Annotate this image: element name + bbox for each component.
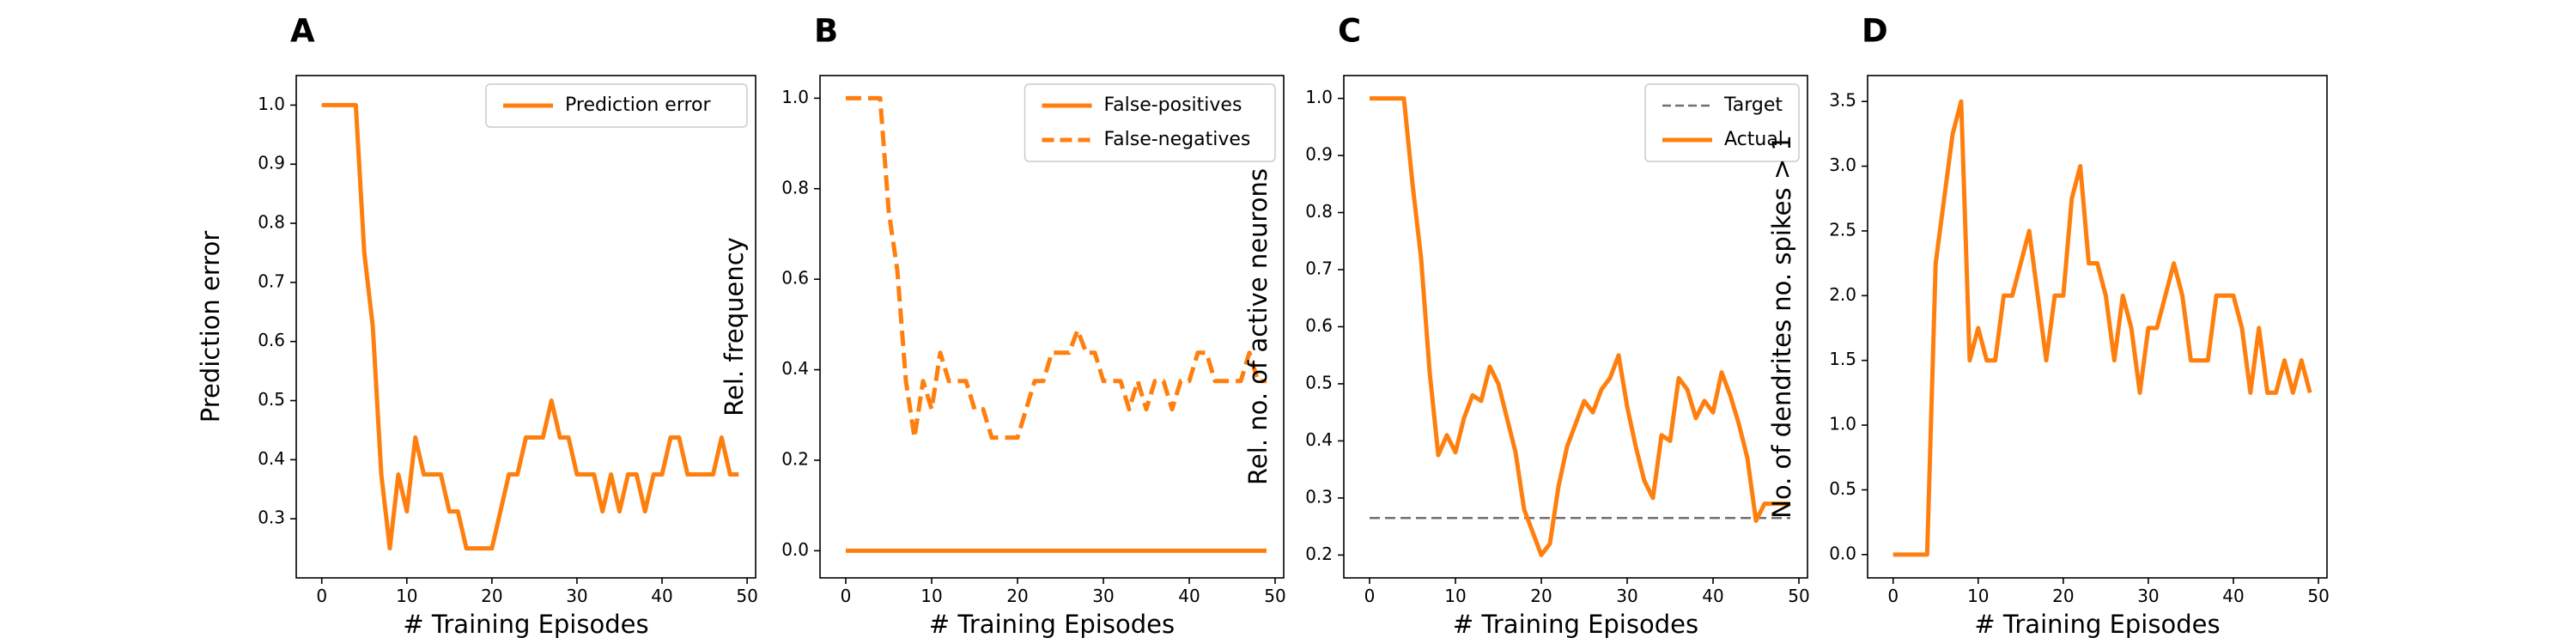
x-tick-label: 30 [1092,586,1114,606]
y-tick-label: 0.8 [781,177,809,197]
x-tick-label: 40 [1178,586,1200,606]
y-tick-label: 0.3 [1305,486,1333,507]
panel-letter: C [1338,13,1361,50]
y-axis-label: Prediction error [196,231,225,423]
legend-label: Actual [1724,129,1783,150]
x-tick-label: 0 [1887,586,1899,606]
y-tick-label: 0.8 [258,212,285,233]
y-tick-label: 1.5 [1829,349,1856,369]
series-line-actual [1370,96,1790,557]
chart-panel-c: C 0 10 20 30 40 50 0.2 0.3 0.4 0.5 0.6 0.7 0.8 0.9 1.0 #… [1243,13,1810,640]
x-tick-label: 0 [841,586,852,606]
x-tick-label: 0 [316,586,327,606]
x-axis-label: # Training Episodes [403,610,648,639]
legend-label: False-negatives [1104,129,1251,150]
y-tick-label: 0.2 [1305,544,1333,564]
legend-label: Prediction error [565,94,711,116]
x-tick-label: 40 [2222,586,2244,606]
x-tick-label: 20 [1530,586,1552,606]
y-tick-label: 0.8 [1305,201,1333,222]
y-tick-label: 0.9 [258,153,285,173]
legend-box [485,83,748,128]
y-tick-label: 2.0 [1829,284,1856,305]
x-axis-label: # Training Episodes [929,610,1175,639]
legend-label: Target [1723,94,1783,116]
x-tick-label: 40 [651,586,672,606]
legend: Target Actual [1644,83,1800,162]
x-tick-label: 20 [1006,586,1028,606]
x-tick-label: 0 [1364,586,1376,606]
x-axis-label: # Training Episodes [1974,610,2220,639]
x-tick-label: 50 [1264,586,1285,606]
y-tick-label: 2.5 [1829,219,1856,240]
chart-panel-d: D 0 10 20 30 40 50 0.0 0.5 1.0 1.5 2.0 2.5 3.0 3.5 # Tr… [1767,13,2330,640]
y-tick-label: 0.9 [1305,144,1333,165]
y-tick-label: 0.2 [781,448,809,469]
y-tick-label: 0.0 [781,539,809,560]
axes-frame [295,75,756,579]
y-axis-label: No. of dendrites no. spikes > 1 [1767,135,1796,519]
panel-letter: D [1862,13,1888,50]
y-tick-label: 1.0 [1305,87,1333,107]
y-tick-label: 0.5 [1829,478,1856,499]
y-tick-label: 0.4 [258,448,285,469]
x-tick-label: 50 [1788,586,1809,606]
x-tick-label: 10 [1967,586,1989,606]
x-tick-label: 10 [1444,586,1466,606]
y-axis-label: Rel. frequency [720,237,749,416]
chart-panel-a: A 0 10 20 30 40 50 0.3 0.4 0.5 0.6 0.7 0.8 0.9 1.0 # Tr… [196,13,758,640]
y-tick-label: 0.6 [1305,315,1333,336]
y-tick-label: 1.0 [781,87,809,107]
axes-frame [1867,75,2328,579]
y-tick-label: 0.5 [258,389,285,410]
x-tick-label: 30 [566,586,587,606]
legend: False-positives False-negatives [1024,83,1276,162]
x-axis-label: # Training Episodes [1453,610,1698,639]
x-tick-label: 10 [396,586,417,606]
y-tick-label: 0.4 [781,358,809,379]
x-tick-label: 20 [481,586,502,606]
y-tick-label: 0.4 [1305,429,1333,450]
y-tick-label: 0.6 [258,330,285,350]
panel-letter: B [814,13,838,50]
y-tick-label: 0.3 [258,507,285,528]
axes-frame [819,75,1285,579]
series-line-prediction-error [321,102,739,551]
x-tick-label: 20 [2052,586,2074,606]
x-tick-label: 50 [736,586,757,606]
y-tick-label: 3.0 [1829,155,1856,175]
y-tick-label: 1.0 [258,94,285,114]
y-tick-label: 0.7 [1305,258,1333,279]
y-tick-label: 0.7 [258,270,285,291]
y-tick-label: 3.5 [1829,90,1856,111]
y-tick-label: 1.0 [1829,414,1856,434]
x-tick-label: 10 [920,586,942,606]
x-tick-label: 40 [1702,586,1723,606]
x-tick-label: 30 [1616,586,1637,606]
series-line-values [1893,99,2312,557]
legend: Prediction error [485,83,748,128]
y-axis-label: Rel. no. of active neurons [1243,168,1273,485]
series-line-false-negatives [846,95,1267,440]
y-tick-label: 0.5 [1305,372,1333,392]
legend-label: False-positives [1104,94,1242,116]
chart-panel-b: B 0 10 20 30 40 50 0.0 0.2 0.4 0.6 0.8 1.0 # Training… [720,13,1286,640]
panel-letter: A [290,13,315,50]
y-tick-label: 0.6 [781,268,809,289]
y-tick-label: 0.0 [1829,543,1856,563]
x-tick-label: 30 [2137,586,2159,606]
x-tick-label: 50 [2307,586,2329,606]
